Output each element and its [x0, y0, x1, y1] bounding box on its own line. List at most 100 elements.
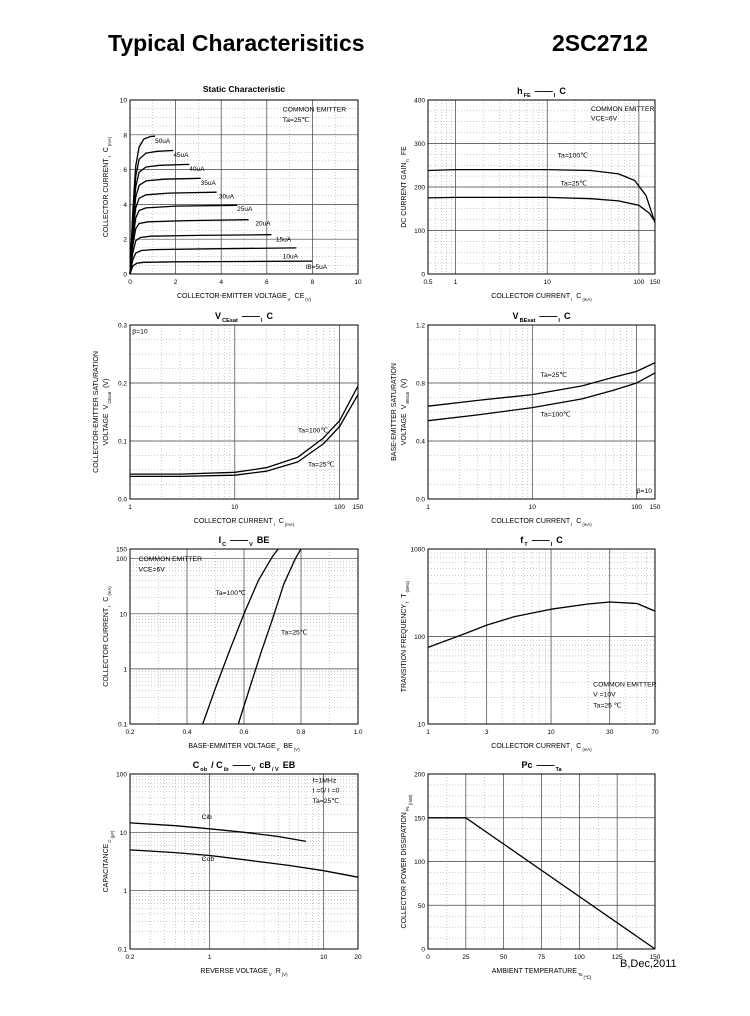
y-axis-label-group: CAPACITANCEC (pF) [103, 830, 115, 892]
chart-annotation: Ta=100℃ [541, 411, 571, 418]
x-tick-label: 0.2 [125, 954, 134, 961]
series-line-vbesat-0 [427, 362, 656, 407]
chart-title-part: —— [230, 535, 248, 545]
y-axis-label-sub-part: V [103, 404, 110, 409]
chart-annotation: Ta=25℃ [313, 798, 340, 805]
y-axis-label-sub-part: (V) [401, 379, 408, 388]
chart-annotation: Ta=25℃ [561, 180, 588, 187]
chart-title-part: C [559, 86, 566, 96]
x-tick-label: 0 [426, 954, 430, 961]
y-tick-label: 1000 [411, 547, 426, 554]
y-axis-label-sub: VOLTAGE VBEsat (V) [401, 379, 410, 446]
chart-title-part: BE [257, 535, 270, 545]
chart-title-part: —— [532, 535, 550, 545]
x-axis-label-part: (mA) [582, 522, 592, 527]
x-tick-label: 1 [454, 279, 458, 286]
chart-title-part: —— [536, 760, 554, 770]
y-axis-label-group: COLLECTOR-EMITTER SATURATION VOLTAGE VCEsa… [93, 351, 112, 473]
y-axis-label: COLLECTOR-EMITTER SATURATION [93, 351, 100, 473]
chart-title-part: ib [224, 767, 230, 773]
y-axis-label-group: TRANSITION FREQUENCYf T(MHz) [401, 580, 410, 692]
y-axis-label-group: DC CURRENT GAINh FE [401, 146, 410, 228]
y-axis-label-group: BASE-EMITTER SATURATION VOLTAGE VBEsat (V) [391, 363, 410, 461]
series-label: 40uA [189, 166, 205, 173]
chart-title: VCEsat ——I C [215, 311, 273, 324]
y-axis-label-part: COLLECTOR POWER DISSIPATION [401, 812, 408, 928]
x-tick-label: 30 [606, 729, 614, 736]
x-tick-label: 150 [650, 279, 661, 286]
y-tick-label: 10 [120, 830, 128, 837]
y-tick-label: 100 [116, 772, 127, 779]
series-line-hfe-1 [427, 196, 656, 223]
plot-frame [129, 99, 359, 275]
y-tick-label: 150 [414, 815, 425, 822]
y-axis-label-part: C [103, 597, 110, 602]
y-tick-label: 6 [123, 167, 127, 174]
x-axis-label-part: V [277, 747, 280, 752]
chart-annotation: β=10 [637, 488, 653, 495]
y-axis-label-part: h [405, 159, 410, 162]
y-tick-label: 8 [123, 132, 127, 139]
series-label: 20uA [255, 221, 271, 228]
x-axis-label-part: (V) [282, 972, 288, 977]
chart-title-part: FE [524, 93, 531, 99]
y-axis-label-part: FE [401, 146, 408, 155]
series-line-hfe-0 [427, 168, 656, 223]
series-line-vcesat-0 [130, 385, 359, 475]
y-axis-label-part: CAPACITANCE [103, 843, 110, 892]
series-line-static-4 [129, 191, 217, 275]
y-tick-label: 1 [123, 888, 127, 895]
y-tick-label: 200 [414, 185, 425, 192]
x-tick-label: 100 [334, 504, 345, 511]
series-line-cap-1 [129, 849, 359, 878]
y-axis-label-part: I [107, 606, 112, 607]
chart-title-part: EB [283, 760, 296, 770]
chart-annotation: I =0/ I =0 [313, 788, 340, 795]
plot-frame [427, 324, 656, 500]
chart-title-part: I [261, 318, 263, 324]
x-axis-label-part: COLLECTOR CURRENT [194, 518, 274, 525]
y-tick-label: 0 [123, 272, 127, 279]
chart-title-part: I [219, 535, 222, 545]
x-axis-label-part: COLLECTOR CURRENT [491, 518, 571, 525]
chart-title-part: —— [242, 311, 260, 321]
x-axis-label-part: I [571, 522, 572, 527]
x-tick-label: 1 [426, 504, 430, 511]
series-label: 15uA [276, 236, 292, 243]
y-axis-label: COLLECTOR CURRENTI C(mA) [103, 136, 112, 237]
x-axis-label-part: V [288, 297, 291, 302]
y-axis-label-part: (MHz) [405, 580, 410, 592]
x-axis-label-part: I [274, 522, 275, 527]
chart-title-part: Ta [555, 767, 562, 773]
y-axis-label-sub-part: V [401, 404, 408, 409]
y-axis-label-group: COLLECTOR CURRENTI C(mA) [103, 136, 112, 237]
y-axis-label-part: (pF) [110, 830, 115, 838]
chart-title-part: V [249, 542, 253, 548]
x-axis-label-part: REVERSE VOLTAGE [200, 968, 268, 975]
x-tick-label: 10 [231, 504, 239, 511]
x-axis-label-part: AMBIENT TEMPERATURE [492, 968, 578, 975]
chart-title-part: T [524, 542, 528, 548]
chart-title-part: Pc [521, 760, 532, 770]
x-tick-label: 0.8 [296, 729, 305, 736]
x-tick-label: 100 [633, 279, 644, 286]
chart-annotation: COMMON EMITTER [593, 681, 657, 688]
chart-title-part: C [556, 535, 563, 545]
part-number: 2SC2712 [552, 30, 648, 56]
chart-annotation: COMMON EMITTER [283, 106, 347, 113]
series-line-ic_vbe-0 [202, 548, 279, 725]
x-axis-label: COLLECTOR CURRENTI C(mA) [491, 293, 592, 302]
y-axis-label-group: COLLECTOR POWER DISSIPATIONPc(mW) [401, 794, 413, 928]
chart-annotation: Cib [202, 814, 212, 821]
chart-title-part: —— [535, 86, 553, 96]
series-label: 10uA [283, 254, 299, 261]
chart-annotation: Ta=25℃ [281, 630, 308, 637]
x-axis-label: REVERSE VOLTAGEV R(V) [200, 968, 288, 977]
chart-title-part: I [551, 542, 553, 548]
chart-title-part: / V [272, 767, 279, 773]
x-tick-label: 0.4 [182, 729, 191, 736]
